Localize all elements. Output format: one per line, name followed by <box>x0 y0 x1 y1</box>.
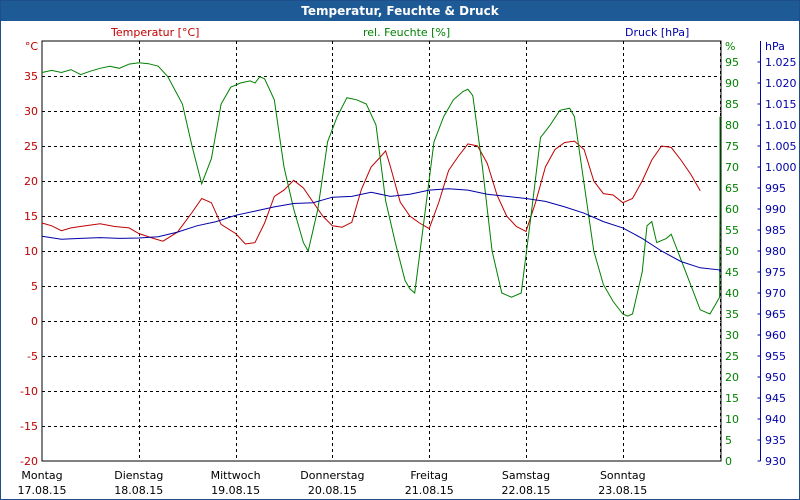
humidity-tick-label: 0 <box>725 455 732 468</box>
humidity-tick-label: 70 <box>725 161 739 174</box>
temperature-unit-label: °C <box>25 40 39 53</box>
pressure-tick-label: 970 <box>765 287 786 300</box>
pressure-tick-label: 1.025 <box>765 56 797 69</box>
pressure-tick-label: 1.020 <box>765 77 797 90</box>
pressure-tick-label: 1.010 <box>765 119 797 132</box>
pressure-unit-label: hPa <box>765 40 785 53</box>
x-tick-date-label: 19.08.15 <box>211 484 260 497</box>
pressure-tick-label: 1.015 <box>765 98 797 111</box>
humidity-tick-label: 50 <box>725 245 739 258</box>
x-tick-day-label: Dienstag <box>114 469 163 482</box>
x-tick-date-label: 18.08.15 <box>114 484 163 497</box>
humidity-tick-label: 5 <box>725 434 732 447</box>
humidity-unit-label: % <box>725 40 735 53</box>
temperature-tick-label: 20 <box>24 175 38 188</box>
pressure-tick-label: 945 <box>765 392 786 405</box>
pressure-line <box>41 188 721 273</box>
humidity-tick-label: 80 <box>725 119 739 132</box>
temperature-tick-label: -15 <box>20 420 38 433</box>
window-title: Temperatur, Feuchte & Druck <box>1 1 799 21</box>
humidity-tick-label: 90 <box>725 77 739 90</box>
x-tick-day-label: Sonntag <box>600 469 646 482</box>
temperature-line <box>41 140 701 245</box>
x-tick-date-label: 17.08.15 <box>18 484 67 497</box>
temperature-tick-label: 0 <box>31 315 38 328</box>
x-tick-day-label: Mittwoch <box>211 469 261 482</box>
temperature-series-label: Temperatur [°C] <box>110 26 199 39</box>
humidity-tick-label: 75 <box>725 140 739 153</box>
pressure-tick-label: 950 <box>765 371 786 384</box>
temperature-tick-label: -10 <box>20 385 38 398</box>
x-tick-day-label: Samstag <box>502 469 550 482</box>
x-tick-date-label: 20.08.15 <box>308 484 357 497</box>
humidity-tick-label: 95 <box>725 56 739 69</box>
humidity-tick-label: 60 <box>725 203 739 216</box>
temperature-tick-label: 15 <box>24 210 38 223</box>
pressure-tick-label: 940 <box>765 413 786 426</box>
humidity-tick-label: 45 <box>725 266 739 279</box>
pressure-series-label: Druck [hPa] <box>625 26 689 39</box>
humidity-line <box>41 62 721 317</box>
pressure-tick-label: 990 <box>765 203 786 216</box>
temperature-tick-label: 25 <box>24 140 38 153</box>
pressure-tick-label: 965 <box>765 308 786 321</box>
pressure-tick-label: 980 <box>765 245 786 258</box>
pressure-tick-label: 1.000 <box>765 161 797 174</box>
humidity-tick-label: 55 <box>725 224 739 237</box>
temperature-tick-label: 30 <box>24 105 38 118</box>
x-tick-day-label: Freitag <box>410 469 448 482</box>
pressure-tick-label: 930 <box>765 455 786 468</box>
x-tick-day-label: Montag <box>21 469 62 482</box>
x-tick-day-label: Donnerstag <box>300 469 364 482</box>
temperature-tick-label: 10 <box>24 245 38 258</box>
pressure-tick-label: 955 <box>765 350 786 363</box>
humidity-tick-label: 25 <box>725 350 739 363</box>
temperature-tick-label: 5 <box>31 280 38 293</box>
humidity-tick-label: 10 <box>725 413 739 426</box>
x-tick-date-label: 22.08.15 <box>502 484 551 497</box>
humidity-series-label: rel. Feuchte [%] <box>363 26 450 39</box>
pressure-tick-label: 985 <box>765 224 786 237</box>
temperature-tick-label: -5 <box>27 350 38 363</box>
pressure-tick-label: 975 <box>765 266 786 279</box>
humidity-tick-label: 85 <box>725 98 739 111</box>
humidity-tick-label: 65 <box>725 182 739 195</box>
pressure-tick-label: 960 <box>765 329 786 342</box>
humidity-tick-label: 30 <box>725 329 739 342</box>
humidity-tick-label: 35 <box>725 308 739 321</box>
pressure-tick-label: 1.005 <box>765 140 797 153</box>
x-tick-date-label: 23.08.15 <box>598 484 647 497</box>
humidity-tick-label: 15 <box>725 392 739 405</box>
x-tick-date-label: 21.08.15 <box>405 484 454 497</box>
temperature-tick-label: 35 <box>24 70 38 83</box>
humidity-tick-label: 40 <box>725 287 739 300</box>
humidity-tick-label: 20 <box>725 371 739 384</box>
temperature-tick-label: -20 <box>20 455 38 468</box>
pressure-tick-label: 995 <box>765 182 786 195</box>
pressure-tick-label: 935 <box>765 434 786 447</box>
